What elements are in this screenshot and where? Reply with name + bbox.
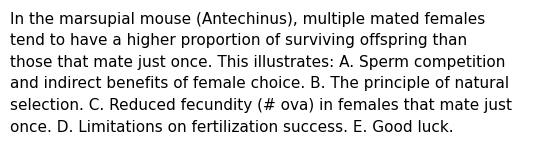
- Text: In the marsupial mouse (Antechinus), multiple mated females
tend to have a highe: In the marsupial mouse (Antechinus), mul…: [10, 12, 512, 135]
